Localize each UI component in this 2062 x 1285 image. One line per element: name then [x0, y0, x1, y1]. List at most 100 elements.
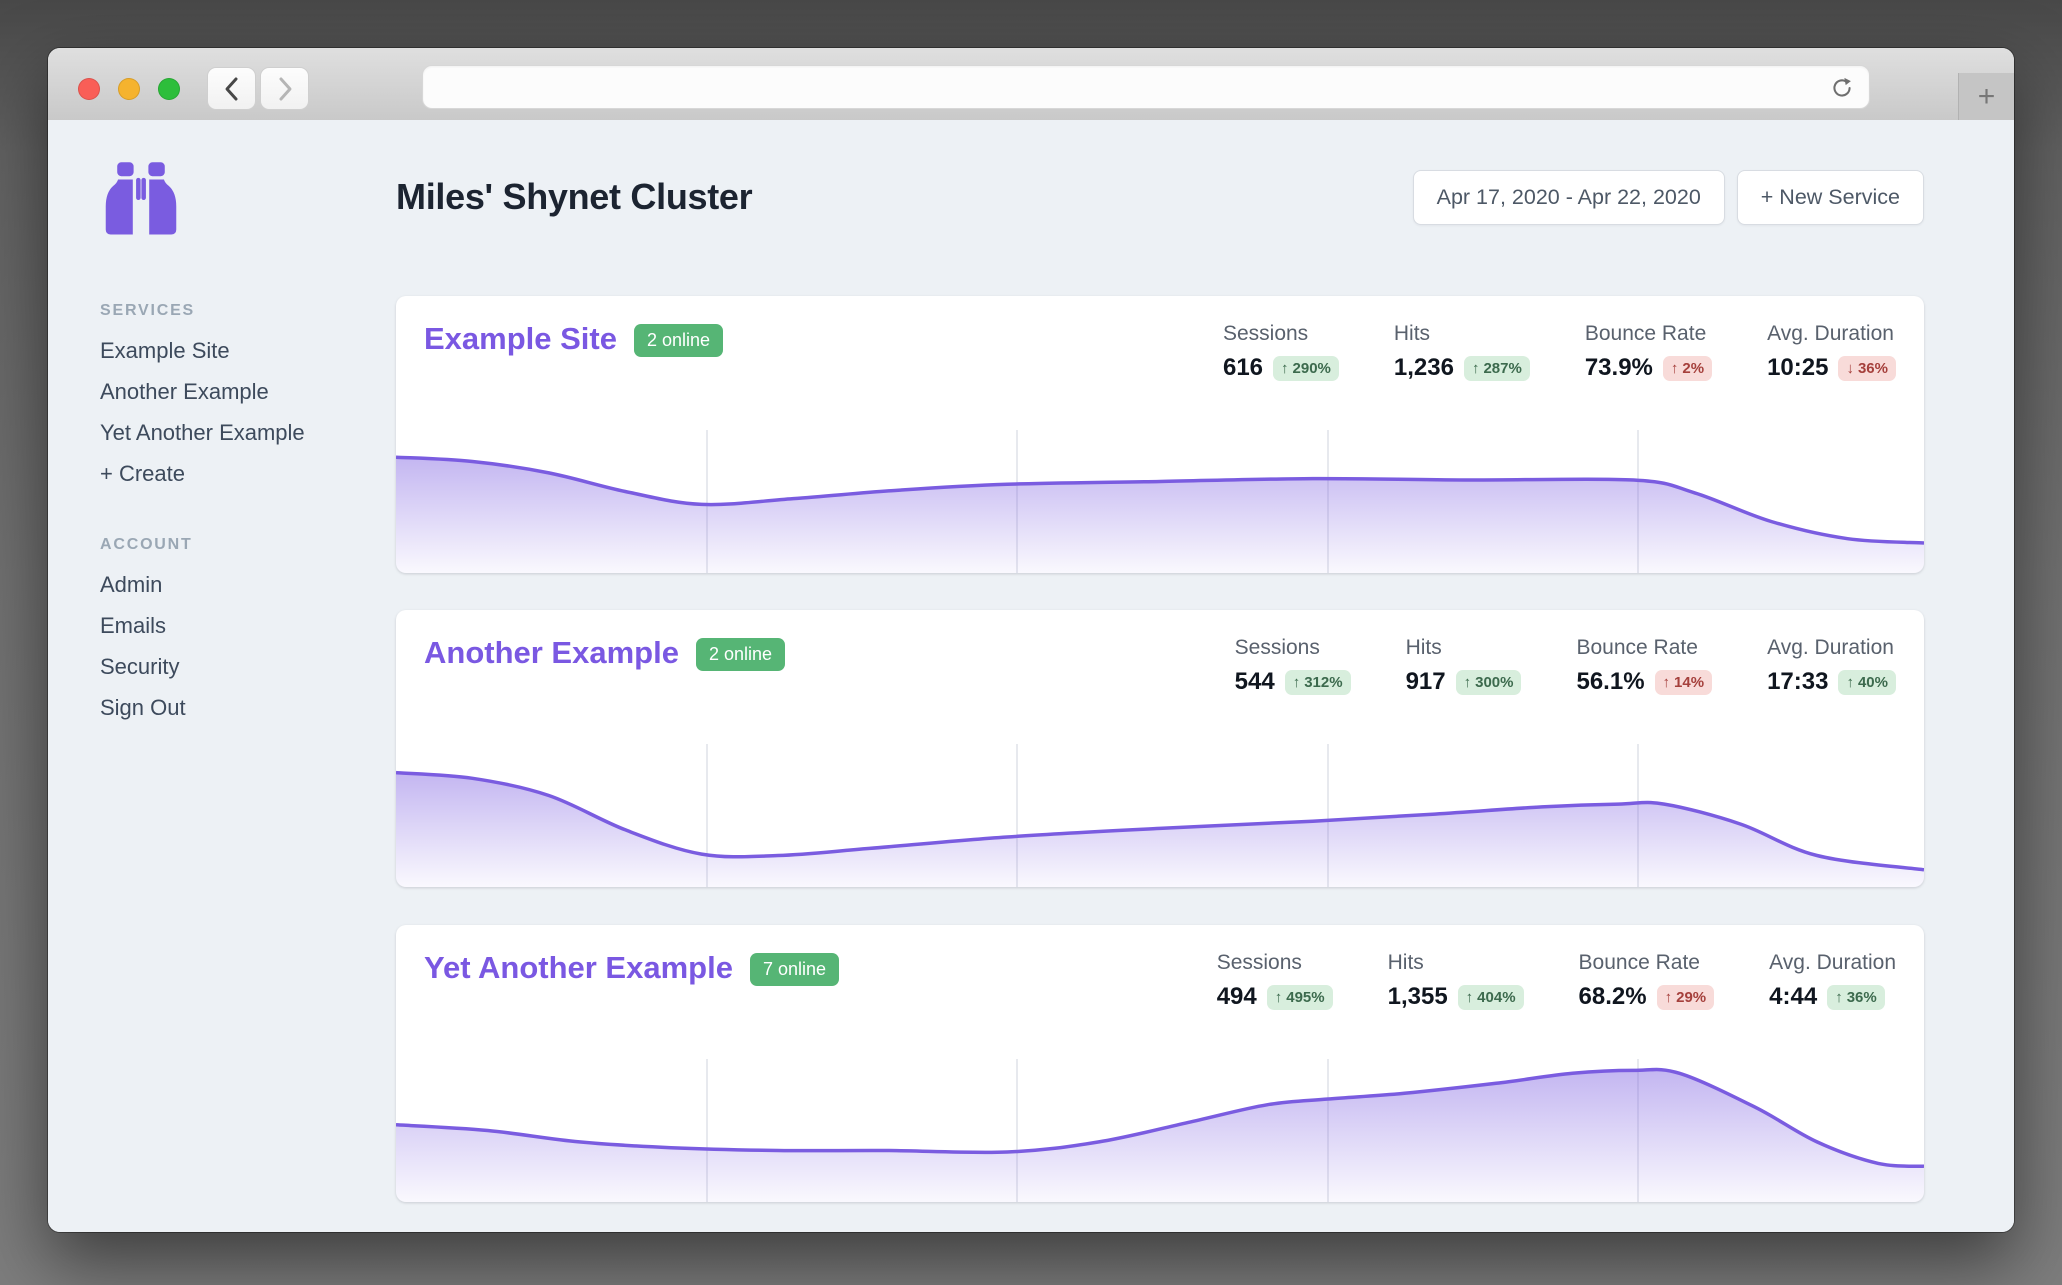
forward-chevron-icon — [279, 77, 291, 100]
stat-label: Hits — [1405, 636, 1442, 659]
sidebar-item-security[interactable]: Security — [100, 654, 180, 679]
stat-value: 56.1% — [1576, 668, 1645, 695]
page-content: SERVICES Example Site Another Example Ye… — [48, 120, 2014, 1232]
stat-label: Avg. Duration — [1769, 951, 1896, 974]
delta-arrow-icon: ↑ — [1463, 673, 1472, 691]
stat-value-row: 73.9% ↑ 2% — [1585, 354, 1713, 382]
stat-hits: Hits 917 ↑ 300% — [1406, 636, 1522, 696]
stat-value: 494 — [1216, 983, 1257, 1010]
sidebar-item-another-example[interactable]: Another Example — [100, 379, 269, 404]
sidebar-nav: SERVICES Example Site Another Example Ye… — [100, 302, 396, 728]
delta-percent: 300% — [1475, 673, 1514, 691]
forward-button[interactable] — [260, 67, 309, 110]
sidebar-item-yet-another-example[interactable]: Yet Another Example — [100, 420, 305, 445]
delta-percent: 495% — [1286, 988, 1325, 1006]
service-title-link[interactable]: Another Example — [424, 635, 679, 670]
stat-delta-badge: ↑ 40% — [1838, 669, 1896, 695]
stat-value: 10:25 — [1767, 354, 1829, 381]
sidebar-section-account: ACCOUNT Admin Emails Security Sign Out — [100, 536, 396, 728]
browser-titlebar: + — [48, 48, 2014, 121]
sparkline-svg — [396, 455, 1924, 573]
delta-arrow-icon: ↑ — [1281, 359, 1289, 377]
stat-label: Hits — [1393, 322, 1431, 345]
refresh-icon — [1833, 77, 1851, 97]
new-service-button[interactable]: + New Service — [1736, 169, 1924, 225]
service-title-row: Example Site 2 online — [424, 321, 724, 357]
delta-percent: 290% — [1292, 359, 1331, 377]
service-sparkline-chart — [396, 744, 1924, 887]
service-title-link[interactable]: Example Site — [424, 321, 617, 356]
stat-value-row: 4:44 ↑ 36% — [1769, 983, 1896, 1011]
online-badge: 2 online — [633, 323, 724, 357]
delta-percent: 40% — [1857, 673, 1888, 691]
delta-percent: 312% — [1304, 673, 1343, 691]
stat-bounce-rate: Bounce Rate 73.9% ↑ 2% — [1584, 322, 1713, 382]
stat-value: 4:44 — [1769, 983, 1818, 1010]
stat-label: Bounce Rate — [1584, 322, 1707, 345]
delta-arrow-icon: ↑ — [1274, 988, 1283, 1006]
browser-window: + SERVICES Example Site Another Example … — [48, 48, 2014, 1232]
stat-avg-duration: Avg. Duration 4:44 ↑ 36% — [1769, 951, 1896, 1011]
sidebar-section-label: ACCOUNT — [100, 536, 193, 553]
sidebar-section-items: Example Site Another Example Yet Another… — [100, 330, 396, 494]
traffic-light-minimize-button[interactable] — [118, 78, 140, 100]
stat-value-row: 616 ↑ 290% — [1223, 354, 1339, 382]
delta-percent: 36% — [1857, 359, 1888, 377]
sidebar-item-sign-out[interactable]: Sign Out — [100, 695, 186, 720]
address-input[interactable] — [437, 66, 1817, 110]
stat-bounce-rate: Bounce Rate 56.1% ↑ 14% — [1576, 636, 1713, 696]
delta-arrow-icon: ↑ — [1292, 673, 1301, 691]
traffic-light-close-button[interactable] — [78, 78, 100, 100]
stat-label: Avg. Duration — [1767, 322, 1894, 345]
stat-bounce-rate: Bounce Rate 68.2% ↑ 29% — [1579, 951, 1715, 1011]
sidebar-item-example-site[interactable]: Example Site — [100, 338, 230, 363]
chart-gridline — [706, 430, 709, 573]
stat-delta-badge: ↑ 36% — [1827, 984, 1885, 1010]
stat-avg-duration: Avg. Duration 17:33 ↑ 40% — [1767, 636, 1896, 696]
sidebar-item-create[interactable]: + Create — [100, 461, 185, 486]
service-sparkline-chart — [396, 1059, 1924, 1202]
stat-sessions: Sessions 544 ↑ 312% — [1235, 636, 1351, 696]
stat-value-row: 17:33 ↑ 40% — [1767, 668, 1896, 696]
service-card-header: Another Example 2 online Sessions 544 ↑ 3… — [396, 610, 1924, 696]
chart-gridline — [706, 1059, 709, 1202]
sparkline-line — [396, 770, 1924, 872]
stat-delta-badge: ↑ 290% — [1273, 355, 1339, 381]
delta-percent: 29% — [1676, 988, 1707, 1006]
date-range-button[interactable]: Apr 17, 2020 - Apr 22, 2020 — [1412, 169, 1725, 225]
stat-label: Bounce Rate — [1576, 636, 1698, 659]
traffic-light-zoom-button[interactable] — [158, 78, 180, 100]
delta-percent: 404% — [1477, 988, 1516, 1006]
page-header: Miles' Shynet Cluster Apr 17, 2020 - Apr… — [396, 168, 1924, 226]
delta-percent: 2% — [1682, 359, 1705, 377]
service-card-header: Yet Another Example 7 online Sessions 49… — [396, 925, 1924, 1011]
sidebar-section-label: SERVICES — [100, 302, 196, 319]
chart-gridline — [706, 744, 709, 887]
stat-value-row: 917 ↑ 300% — [1406, 668, 1522, 696]
delta-arrow-icon: ↑ — [1664, 988, 1673, 1006]
stat-delta-badge: ↑ 287% — [1463, 355, 1530, 381]
delta-percent: 36% — [1846, 988, 1877, 1006]
sidebar-item-admin[interactable]: Admin — [100, 572, 163, 597]
stat-avg-duration: Avg. Duration 10:25 ↓ 36% — [1767, 322, 1896, 382]
refresh-button[interactable] — [1825, 71, 1859, 105]
stat-value-row: 544 ↑ 312% — [1235, 668, 1351, 696]
delta-arrow-icon: ↑ — [1471, 359, 1480, 377]
back-button[interactable] — [207, 67, 256, 110]
header-actions: Apr 17, 2020 - Apr 22, 2020 + New Servic… — [1412, 169, 1924, 225]
stat-value-row: 68.2% ↑ 29% — [1579, 983, 1715, 1011]
service-card-another-example: Another Example 2 online Sessions 544 ↑ 3… — [396, 610, 1924, 887]
new-tab-button[interactable]: + — [1958, 73, 2014, 120]
stat-label: Avg. Duration — [1767, 636, 1894, 659]
binoculars-logo-icon[interactable] — [100, 162, 182, 238]
address-bar[interactable] — [422, 65, 1870, 110]
stat-hits: Hits 1,355 ↑ 404% — [1388, 951, 1524, 1011]
sidebar-item-emails[interactable]: Emails — [100, 613, 167, 638]
online-badge: 7 online — [749, 952, 840, 986]
delta-arrow-icon: ↑ — [1662, 673, 1671, 691]
sparkline-area-fill — [396, 1069, 1924, 1202]
stat-delta-badge: ↑ 14% — [1654, 669, 1713, 695]
stat-delta-badge: ↑ 300% — [1455, 669, 1522, 695]
service-title-link[interactable]: Yet Another Example — [424, 950, 733, 985]
stat-sessions: Sessions 616 ↑ 290% — [1223, 322, 1339, 382]
